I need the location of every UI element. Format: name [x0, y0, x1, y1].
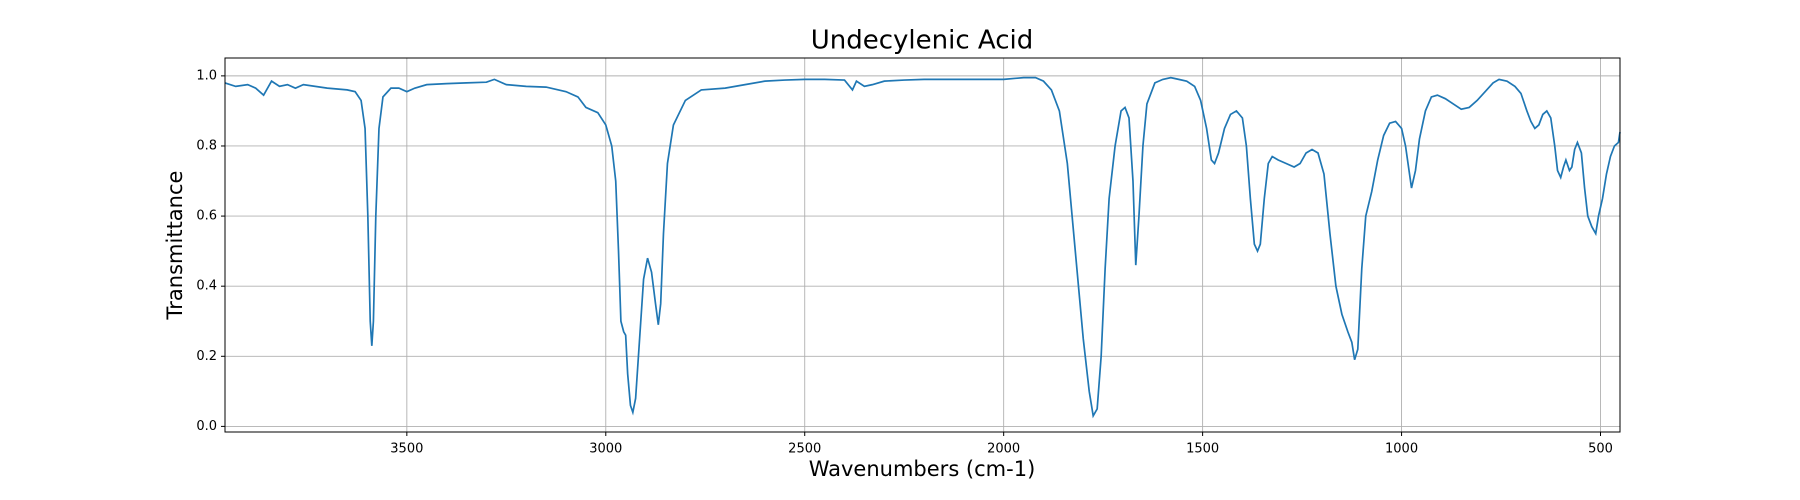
y-axis-label: Transmittance — [163, 171, 187, 321]
spectrum-line — [224, 76, 1621, 419]
y-tick-label: 0.0 — [196, 419, 217, 434]
y-tick-label: 0.4 — [196, 279, 217, 294]
x-tick-label: 500 — [1588, 442, 1613, 457]
x-tick-label: 3000 — [589, 442, 622, 457]
x-tick-label: 2500 — [788, 442, 821, 457]
chart-title: Undecylenic Acid — [811, 26, 1034, 56]
x-tick-label: 3500 — [390, 442, 423, 457]
x-axis-label: Wavenumbers (cm-1) — [809, 457, 1036, 481]
plot-frame — [224, 57, 1621, 433]
y-tick-label: 0.2 — [196, 349, 217, 364]
y-tick-label: 0.8 — [196, 138, 217, 153]
y-tick-label: 1.0 — [196, 68, 217, 83]
x-tick-label: 1500 — [1186, 442, 1219, 457]
x-tick-label: 2000 — [987, 442, 1020, 457]
y-tick-label: 0.6 — [196, 209, 217, 224]
x-tick-label: 1000 — [1385, 442, 1418, 457]
